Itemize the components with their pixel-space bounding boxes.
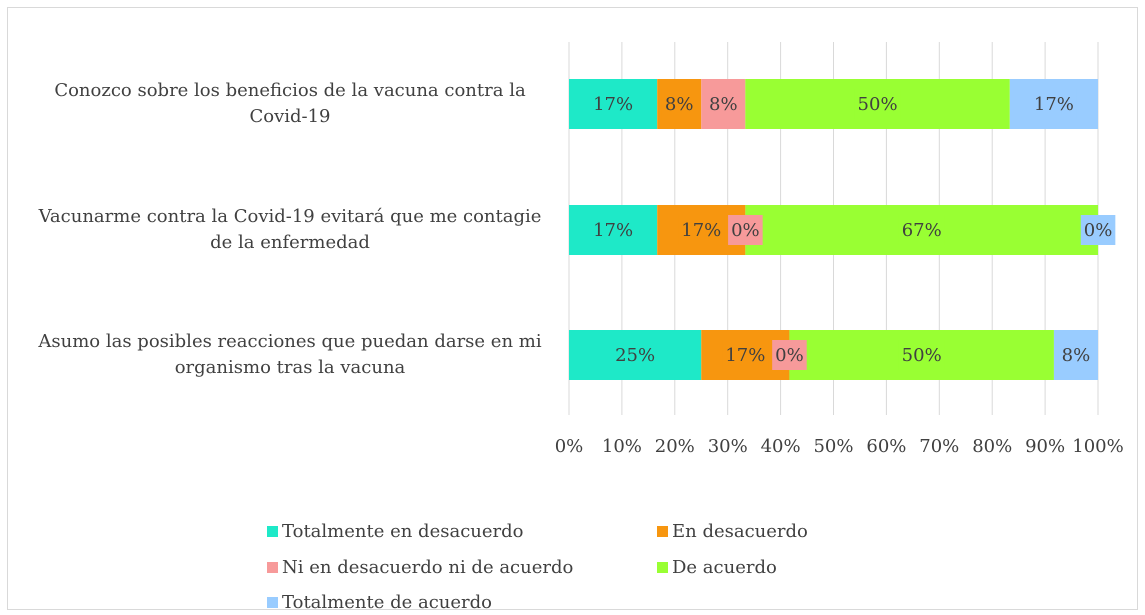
legend-swatch xyxy=(267,526,278,537)
data-label-bg xyxy=(612,340,659,370)
data-label: 8% xyxy=(709,94,738,115)
legend-swatch xyxy=(267,597,278,608)
x-tick-label: 20% xyxy=(655,436,695,457)
data-label-bg xyxy=(722,340,769,370)
data-label: 17% xyxy=(593,220,633,241)
data-label: 0% xyxy=(1084,220,1113,241)
x-tick-label: 80% xyxy=(972,436,1012,457)
x-tick-label: 50% xyxy=(813,436,853,457)
data-label: 17% xyxy=(593,94,633,115)
x-tick-label: 0% xyxy=(555,436,584,457)
data-label-bg xyxy=(706,89,741,119)
data-label: 50% xyxy=(858,94,898,115)
category-label: Vacunarme contra la Covid-19 evitará que… xyxy=(38,206,542,253)
data-label: 8% xyxy=(1062,345,1091,366)
data-label: 25% xyxy=(615,345,655,366)
data-label: 67% xyxy=(902,220,942,241)
legend-label: De acuerdo xyxy=(672,557,777,578)
data-label-bg xyxy=(898,340,945,370)
legend-swatch xyxy=(267,562,278,573)
data-label: 17% xyxy=(725,345,765,366)
x-tick-label: 10% xyxy=(602,436,642,457)
x-tick-label: 60% xyxy=(866,436,906,457)
legend-label: Ni en desacuerdo ni de acuerdo xyxy=(282,557,573,578)
data-label-bg xyxy=(590,215,637,245)
data-label-bg xyxy=(898,215,945,245)
x-tick-label: 70% xyxy=(919,436,959,457)
data-label-bg xyxy=(661,89,697,119)
data-label-bg xyxy=(772,340,807,370)
legend-label: Totalmente en desacuerdo xyxy=(282,521,524,542)
x-tick-label: 30% xyxy=(708,436,748,457)
data-label: 17% xyxy=(681,220,721,241)
category-label: Asumo las posibles reacciones que puedan… xyxy=(38,331,542,378)
x-tick-label: 100% xyxy=(1072,436,1123,457)
x-tick-label: 90% xyxy=(1025,436,1065,457)
legend-label: Totalmente de acuerdo xyxy=(282,592,492,613)
legend-swatch xyxy=(657,526,668,537)
data-label: 0% xyxy=(731,220,760,241)
data-label-bg xyxy=(1058,340,1094,370)
data-label: 50% xyxy=(902,345,942,366)
data-label: 0% xyxy=(775,345,804,366)
data-label-bg xyxy=(678,215,725,245)
data-label-bg xyxy=(590,89,637,119)
data-label-bg xyxy=(1030,89,1077,119)
chart-border xyxy=(7,7,1138,610)
data-label: 8% xyxy=(665,94,694,115)
data-label-bg xyxy=(1080,215,1116,245)
legend-label: En desacuerdo xyxy=(672,521,808,542)
data-label-bg xyxy=(728,215,763,245)
data-label: 17% xyxy=(1034,94,1074,115)
category-label: Conozco sobre los beneficios de la vacun… xyxy=(54,80,526,127)
data-label-bg xyxy=(854,89,901,119)
legend-swatch xyxy=(657,562,668,573)
x-tick-label: 40% xyxy=(761,436,801,457)
